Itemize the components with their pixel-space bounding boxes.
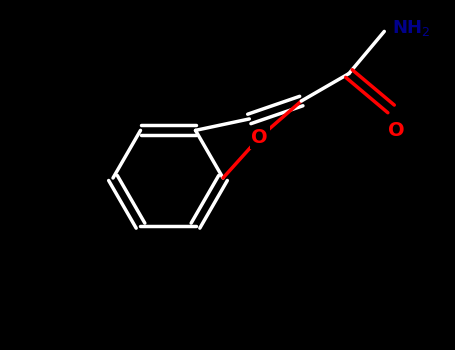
Text: O: O [252,128,268,147]
Text: O: O [388,121,404,140]
Text: NH$_2$: NH$_2$ [392,19,431,38]
